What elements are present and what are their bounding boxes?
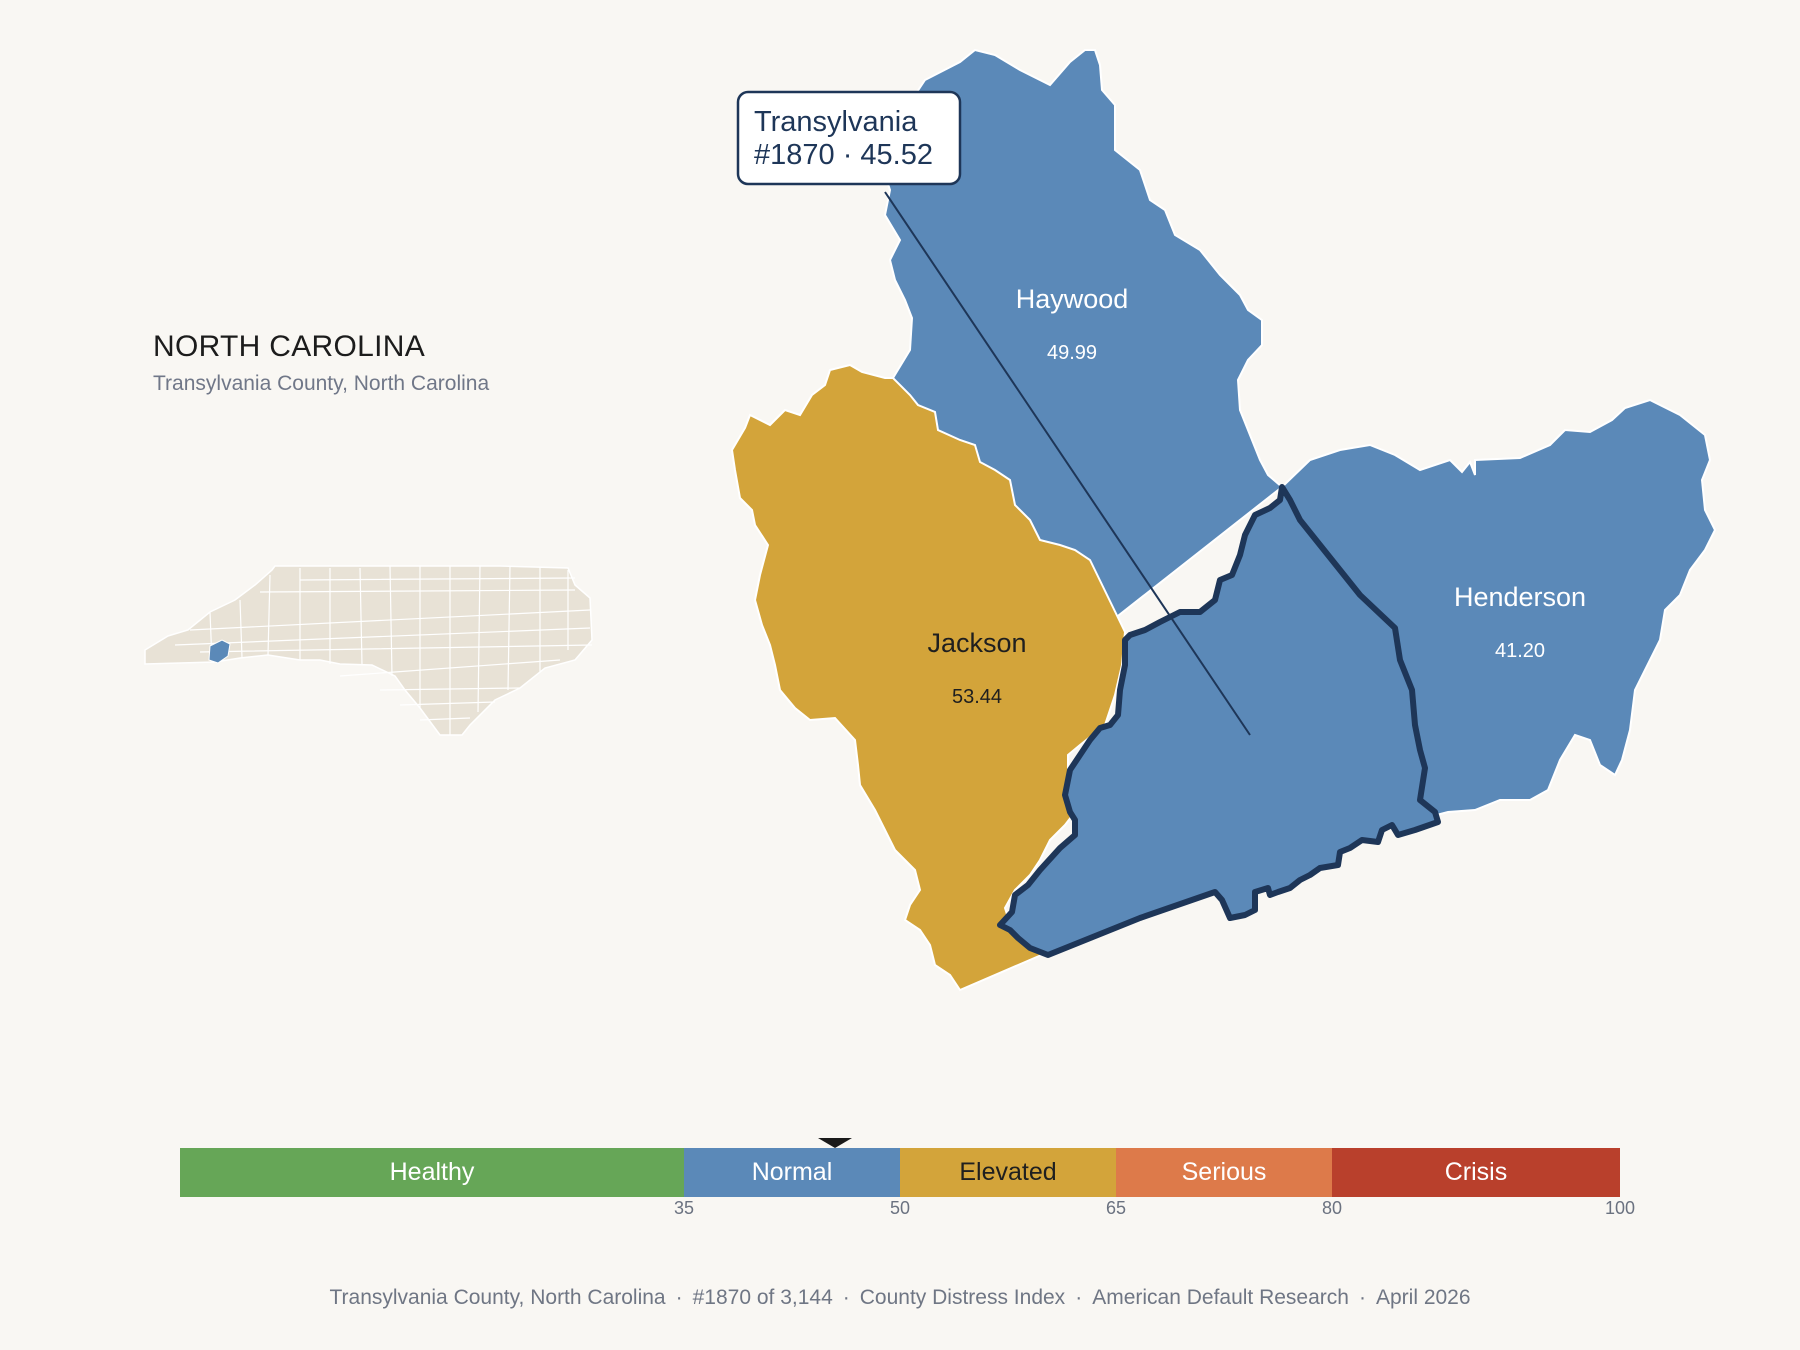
- legend-label-healthy: Healthy: [389, 1158, 475, 1186]
- legend-segment-healthy: Healthy: [180, 1148, 684, 1197]
- county-label-haywood: Haywood: [1016, 284, 1129, 314]
- legend-tick-100: 100: [1604, 1198, 1636, 1218]
- legend-label-normal: Normal: [751, 1158, 833, 1186]
- legend-segment-serious: Serious: [1116, 1148, 1332, 1197]
- legend-tick-65: 65: [1105, 1198, 1127, 1218]
- state-title: NORTH CAROLINA: [153, 330, 426, 363]
- state-inset-county-lines: [174, 565, 593, 735]
- footer: Transylvania County, North Carolina · #187…: [0, 1286, 1800, 1310]
- footer-date: April 2026: [1375, 1286, 1471, 1309]
- footer-separator: ·: [1358, 1286, 1366, 1309]
- legend-tick-80: 80: [1321, 1198, 1343, 1218]
- footer-separator: ·: [1075, 1286, 1083, 1309]
- legend-label-elevated: Elevated: [959, 1158, 1057, 1186]
- county-jackson[interactable]: [730, 363, 1127, 992]
- footer-source: American Default Research: [1092, 1286, 1349, 1309]
- footer-index-name: County Distress Index: [859, 1286, 1066, 1309]
- state-subtitle: Transylvania County, North Carolina: [153, 372, 490, 395]
- footer-rank: #1870 of 3,144: [692, 1286, 833, 1309]
- state-inset-map: [144, 565, 593, 736]
- callout-box: [736, 90, 962, 186]
- legend-segment-crisis: Crisis: [1332, 1148, 1620, 1197]
- callout-leader-line: [884, 191, 1251, 736]
- legend-score-marker: [818, 1138, 853, 1148]
- legend-label-crisis: Crisis: [1444, 1158, 1508, 1186]
- state-inset-shape: [144, 565, 593, 736]
- county-label-henderson: Henderson: [1454, 582, 1586, 612]
- county-transylvania[interactable]: [997, 484, 1441, 958]
- footer-separator: ·: [675, 1286, 683, 1309]
- legend-segment-elevated: Elevated: [900, 1148, 1116, 1197]
- county-score-jackson: 53.44: [952, 686, 1002, 708]
- legend-segment-normal: Normal: [684, 1148, 900, 1197]
- state-inset-highlight: [208, 639, 231, 664]
- legend-bar: Healthy Normal Elevated Serious Crisis: [180, 1148, 1620, 1197]
- county-score-haywood: 49.99: [1047, 342, 1097, 364]
- footer-separator: ·: [842, 1286, 850, 1309]
- legend-label-serious: Serious: [1181, 1158, 1267, 1186]
- legend-tick-50: 50: [889, 1198, 911, 1218]
- county-map: Haywood 49.99 Jackson 53.44 Henderson 41…: [144, 48, 1717, 992]
- county-label-jackson: Jackson: [927, 628, 1026, 658]
- county-score-henderson: 41.20: [1495, 640, 1545, 662]
- callout-county-name: Transylvania: [754, 106, 918, 138]
- callout-rank-score: #1870 · 45.52: [754, 139, 933, 171]
- legend-tick-35: 35: [673, 1198, 695, 1218]
- footer-location: Transylvania County, North Carolina: [329, 1286, 666, 1309]
